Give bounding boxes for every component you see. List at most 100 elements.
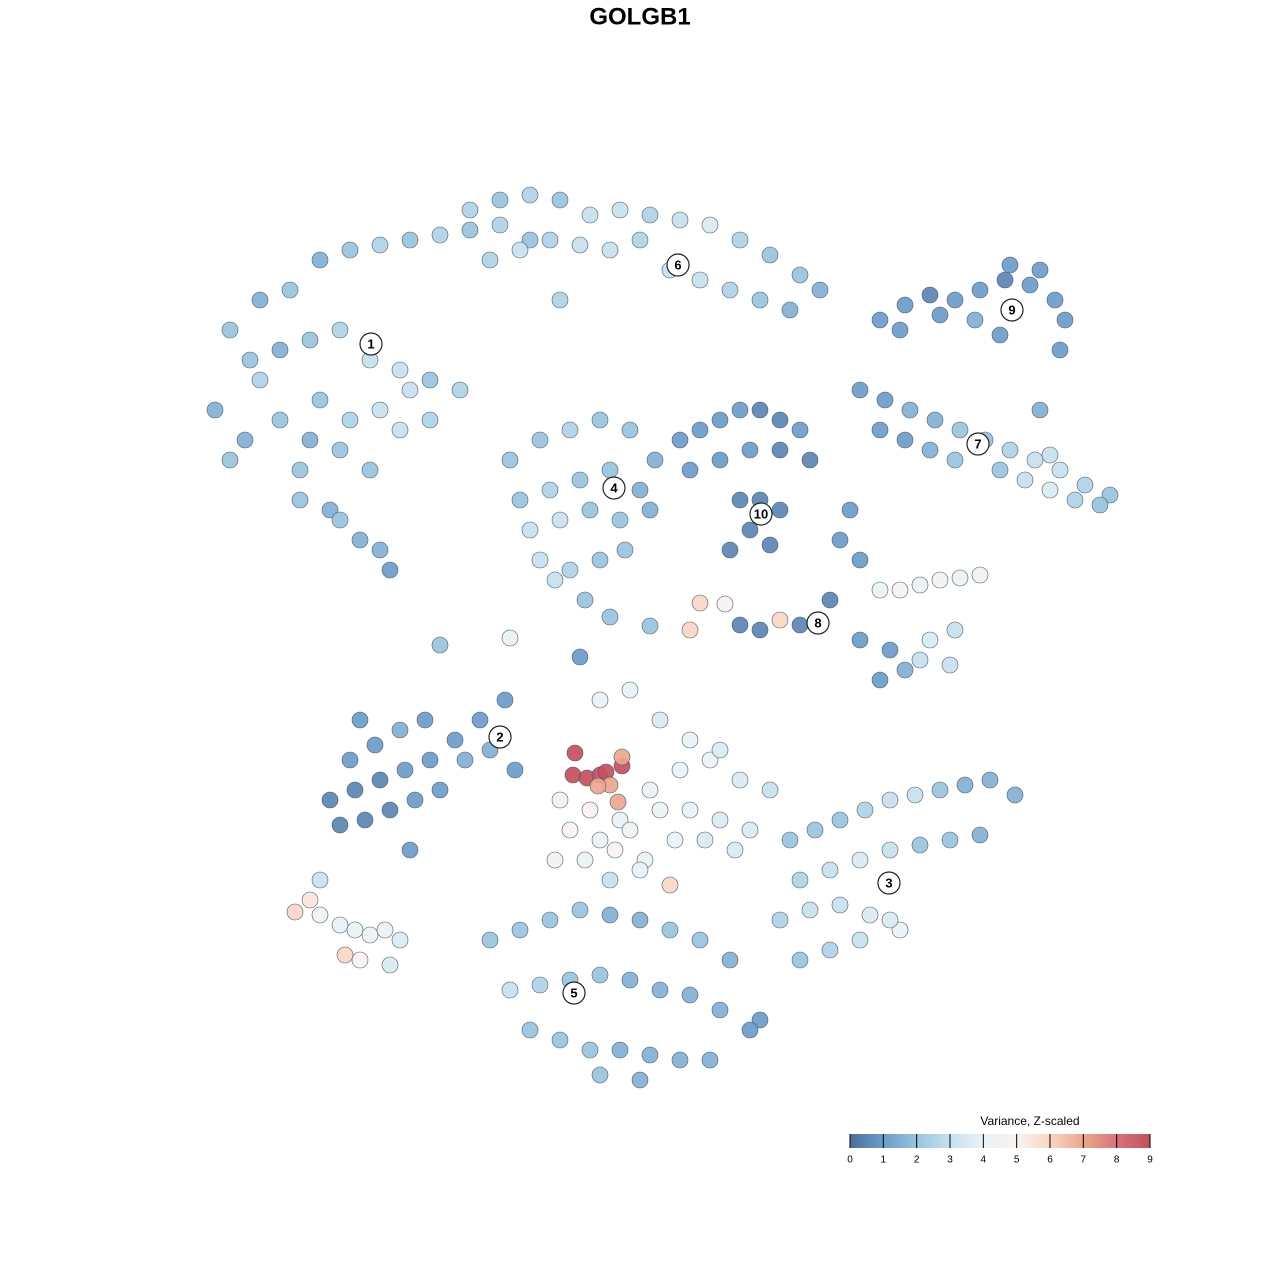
point — [331, 321, 349, 339]
point — [591, 831, 609, 849]
point — [301, 891, 319, 909]
point — [876, 391, 894, 409]
point — [711, 741, 729, 759]
point — [551, 291, 569, 309]
point — [501, 981, 519, 999]
point — [271, 341, 289, 359]
point — [701, 751, 719, 769]
point — [356, 811, 374, 829]
point — [571, 236, 589, 254]
point — [691, 931, 709, 949]
point — [371, 236, 389, 254]
point — [956, 776, 974, 794]
point — [721, 541, 739, 559]
cluster-marker — [488, 725, 512, 749]
point — [621, 421, 639, 439]
point — [471, 711, 489, 729]
point — [881, 841, 899, 859]
point — [701, 216, 719, 234]
colorbar-tick-label: 4 — [981, 1155, 987, 1166]
point — [781, 831, 799, 849]
point — [366, 736, 384, 754]
cluster-marker — [359, 332, 383, 356]
point — [781, 301, 799, 319]
colorbar-tick-label: 1 — [881, 1155, 887, 1166]
point — [931, 781, 949, 799]
point — [351, 951, 369, 969]
point — [621, 681, 639, 699]
point — [481, 251, 499, 269]
point — [601, 241, 619, 259]
point — [551, 511, 569, 529]
cluster-label: 4 — [610, 480, 618, 495]
point — [921, 441, 939, 459]
point — [871, 581, 889, 599]
point — [691, 594, 709, 612]
point — [421, 411, 439, 429]
point — [531, 976, 549, 994]
point — [621, 821, 639, 839]
point — [396, 761, 414, 779]
point — [571, 471, 589, 489]
cluster-label: 2 — [496, 729, 503, 744]
colorbar-tick-label: 6 — [1047, 1155, 1053, 1166]
point — [521, 231, 539, 249]
point — [761, 781, 779, 799]
point — [541, 231, 559, 249]
point — [351, 711, 369, 729]
point — [666, 831, 684, 849]
point — [891, 321, 909, 339]
point — [564, 766, 582, 784]
point — [346, 781, 364, 799]
point — [761, 536, 779, 554]
point — [831, 811, 849, 829]
point — [946, 451, 964, 469]
point — [451, 381, 469, 399]
point — [1031, 261, 1049, 279]
point — [716, 595, 734, 613]
point — [631, 1071, 649, 1089]
point — [371, 771, 389, 789]
point — [911, 836, 929, 854]
point — [431, 636, 449, 654]
point — [801, 901, 819, 919]
point — [951, 421, 969, 439]
point — [881, 641, 899, 659]
point — [831, 896, 849, 914]
point — [806, 821, 824, 839]
point — [771, 611, 789, 629]
cluster-label: 10 — [754, 506, 768, 521]
point — [711, 451, 729, 469]
point — [651, 981, 669, 999]
point — [1051, 341, 1069, 359]
point — [896, 661, 914, 679]
point — [901, 401, 919, 419]
point — [1041, 446, 1059, 464]
point — [421, 751, 439, 769]
point — [851, 931, 869, 949]
point — [251, 371, 269, 389]
point — [616, 541, 634, 559]
point — [286, 903, 304, 921]
point — [311, 391, 329, 409]
point — [401, 231, 419, 249]
point — [1046, 291, 1064, 309]
point — [641, 617, 659, 635]
colorbar-tick-label: 2 — [914, 1155, 920, 1166]
point — [891, 921, 909, 939]
point — [731, 616, 749, 634]
point — [921, 631, 939, 649]
point — [206, 401, 224, 419]
point — [551, 191, 569, 209]
point — [941, 831, 959, 849]
point — [861, 906, 879, 924]
point — [991, 326, 1009, 344]
point — [646, 451, 664, 469]
point — [609, 793, 627, 811]
point — [591, 1066, 609, 1084]
point — [771, 441, 789, 459]
point — [671, 211, 689, 229]
point — [381, 956, 399, 974]
point — [566, 744, 584, 762]
